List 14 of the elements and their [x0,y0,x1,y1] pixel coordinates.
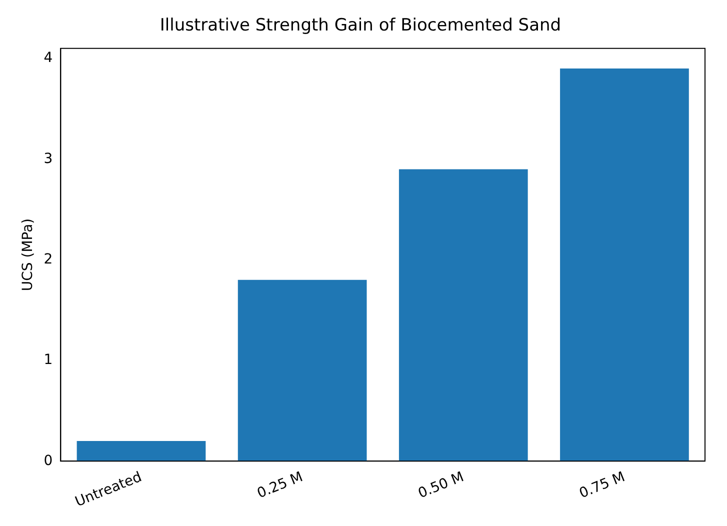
x-tick-label: 0.25 M [254,469,306,502]
bar [76,440,206,462]
y-tick-label: 4 [44,50,53,66]
x-tick-label: 0.75 M [577,469,628,502]
bar [238,280,367,462]
y-tick-label: 1 [44,352,53,368]
bar [560,68,689,462]
y-tick-label: 0 [44,452,53,469]
x-tick-label: 0.50 M [416,469,466,502]
chart-title: Illustrative Strength Gain of Biocemented Sand [160,16,562,36]
y-axis-title: UCS (MPa) [20,218,36,292]
bar [398,169,528,462]
y-tick-label: 3 [44,150,53,167]
y-tick-label: 2 [44,251,53,268]
